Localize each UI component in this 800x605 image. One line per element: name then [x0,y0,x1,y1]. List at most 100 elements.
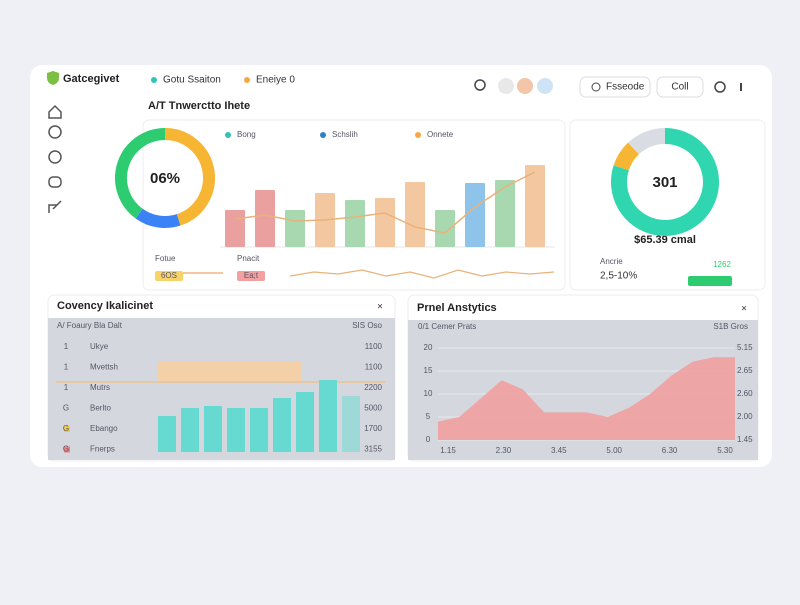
bar [405,182,425,247]
panel-title: Prnel Anstytics [417,302,497,314]
legend-label: Onnete [427,130,454,139]
badge [688,276,732,286]
settings-icon[interactable] [714,81,726,93]
sidebar-icon[interactable] [48,125,62,139]
bar [345,200,365,247]
y-tick-label: 0 [426,435,431,444]
button[interactable] [579,76,651,98]
row-marker [64,426,70,432]
donut-segment [628,128,666,155]
bar [227,408,245,452]
x-tick-label: 6.30 [662,446,678,455]
donut-segment [135,208,181,228]
stat-label: Ancrie [600,257,623,266]
y-tick-label: 5 [426,412,431,421]
bar [181,408,199,452]
row-index: G [63,404,69,413]
bar [255,190,275,247]
badge-label: 1262 [713,260,731,269]
x-tick-label: 3.45 [551,446,567,455]
right-label: 5.15 [737,343,753,352]
button[interactable] [656,76,704,98]
bar [285,210,305,247]
nav-item[interactable]: Eneiye 0 [256,75,295,86]
row-name: Mvettsh [90,363,118,372]
menu-icon[interactable] [740,83,742,91]
bar [495,180,515,247]
logo-icon [47,71,59,85]
stat-change: 2,5-10% [600,271,637,282]
table-header: SIS Oso [352,321,382,330]
bar [375,198,395,247]
sidebar-icon[interactable] [48,176,62,188]
bar [319,380,337,452]
legend-dot [415,132,421,138]
legend-dot [225,132,231,138]
donut-segment [613,142,640,171]
row-highlight [158,361,302,382]
avatar[interactable] [498,78,514,94]
row-index: G [63,424,69,433]
logo: Gatcegivet [63,73,120,85]
sidebar-icon[interactable] [48,200,62,213]
y-tick-label: 10 [424,389,433,398]
row-index: 1 [64,383,69,392]
nav-item[interactable]: Gotu Ssaiton [163,75,221,86]
row-name: Mutrs [90,383,110,392]
row-value: 1700 [364,424,382,433]
right-label: 2.65 [737,366,753,375]
row-value: 5000 [364,404,382,413]
legend-dot [320,132,326,138]
row-index: 1 [64,342,69,351]
bar [296,392,314,452]
row-index: G [63,445,69,454]
bar [225,210,245,247]
row-name: Ukye [90,342,109,351]
row-value: 2200 [364,383,382,392]
home-icon[interactable] [48,104,62,119]
sidebar [48,104,62,213]
chart-header: S1B Gros [713,322,748,331]
row-name: Fnerps [90,445,115,454]
button-label: Coll [671,82,688,93]
nav-dot [151,77,157,83]
row-value: 1100 [365,342,383,351]
row-index: 1 [64,363,69,372]
row-marker [64,446,70,453]
sidebar-icon[interactable] [48,150,62,164]
donut-label: 301 [652,174,677,191]
bar [342,396,360,452]
x-tick-label: 2.30 [496,446,512,455]
donut-segment [164,128,215,226]
bar [273,398,291,452]
legend-label: Bong [237,130,256,139]
chart-header: 0/1 Cemer Prats [418,322,476,331]
sparkline [289,269,555,279]
row-name: Ebango [90,424,118,433]
bar [435,210,455,247]
divider [183,272,223,274]
nav-dot [244,77,250,83]
donut-label: 06% [150,170,180,187]
row-value: 1100 [365,363,383,372]
panel-title: Covency Ikalicinet [57,300,153,312]
close-button[interactable]: × [741,304,747,315]
right-label: 1.45 [737,435,753,444]
badge [237,271,265,281]
button-label: Fsseode [606,82,645,93]
stat-label: Fotue [155,254,176,263]
row-value: 3155 [364,445,382,454]
table-header: A/ Foaury Bla Dalt [57,321,123,330]
x-tick-label: 5.30 [717,446,733,455]
bar [525,165,545,247]
avatar[interactable] [517,78,533,94]
avatar[interactable] [537,78,553,94]
bar [465,183,485,247]
search-icon[interactable] [474,79,486,91]
x-tick-label: 5.00 [606,446,622,455]
close-button[interactable]: × [377,302,383,313]
y-tick-label: 20 [424,343,433,352]
area [438,357,735,440]
